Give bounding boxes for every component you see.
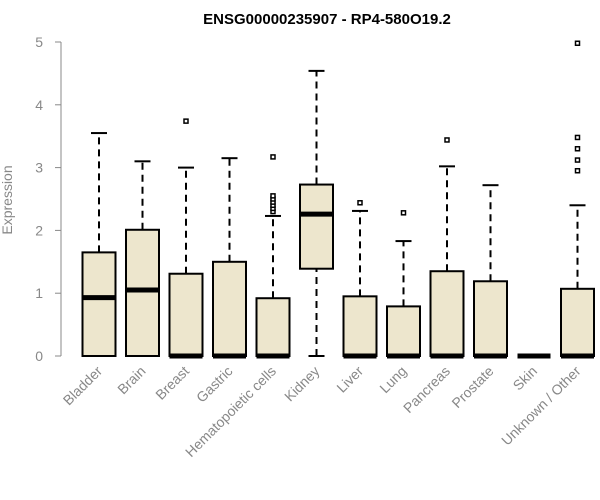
outlier-point [574, 146, 581, 152]
y-tick-label: 3 [35, 160, 43, 176]
outlier-point [270, 154, 276, 160]
box-6 [342, 200, 378, 359]
y-axis: 0 1 2 3 4 5 [35, 34, 62, 364]
box-rect [255, 297, 291, 357]
box-rect [212, 260, 247, 357]
box-rect [81, 251, 117, 358]
outlier-point [270, 193, 276, 199]
box-rect [560, 287, 595, 357]
y-axis-label: Expression [0, 165, 15, 234]
box-5 [299, 69, 334, 357]
x-category-label: Lung [376, 363, 409, 396]
box-4 [255, 154, 291, 359]
y-tick-label: 1 [35, 285, 43, 301]
box-7 [386, 210, 421, 359]
box-11 [560, 40, 595, 359]
box-rect [168, 272, 204, 357]
box-rect [125, 228, 160, 357]
box-1 [125, 160, 160, 357]
x-category-label: Liver [333, 363, 366, 396]
box-rect [299, 183, 334, 270]
outlier-point [574, 134, 581, 141]
x-category-label: Unknown / Other [498, 363, 584, 449]
box-3 [212, 157, 247, 359]
x-category-label: Gastric [193, 363, 236, 406]
outlier-point [574, 40, 581, 47]
outlier-point [357, 200, 363, 206]
box-rect [473, 280, 508, 358]
x-category-label: Kidney [281, 363, 323, 405]
x-category-label: Pancreas [400, 363, 453, 416]
y-tick-label: 0 [35, 348, 43, 364]
box-8 [429, 137, 465, 359]
boxes-group [81, 40, 595, 359]
box-2 [168, 118, 204, 359]
outlier-point [183, 118, 189, 124]
box-rect [429, 270, 465, 357]
outlier-point [400, 210, 407, 216]
outlier-point [574, 157, 581, 163]
outlier-point [574, 167, 581, 174]
box-rect [386, 305, 421, 357]
box-0 [81, 132, 117, 358]
x-category-label: Brain [114, 363, 148, 397]
chart-title: ENSG00000235907 - RP4-580O19.2 [203, 11, 451, 28]
y-tick-label: 4 [35, 97, 43, 113]
x-category-label: Bladder [60, 363, 106, 409]
box-rect [342, 295, 378, 357]
x-category-label: Breast [152, 363, 192, 403]
y-tick-label: 5 [35, 34, 43, 50]
x-category-label: Skin [510, 363, 541, 394]
box-9 [473, 184, 508, 359]
x-category-label: Prostate [448, 363, 496, 411]
y-tick-label: 2 [35, 222, 43, 238]
outlier-point [444, 137, 450, 143]
